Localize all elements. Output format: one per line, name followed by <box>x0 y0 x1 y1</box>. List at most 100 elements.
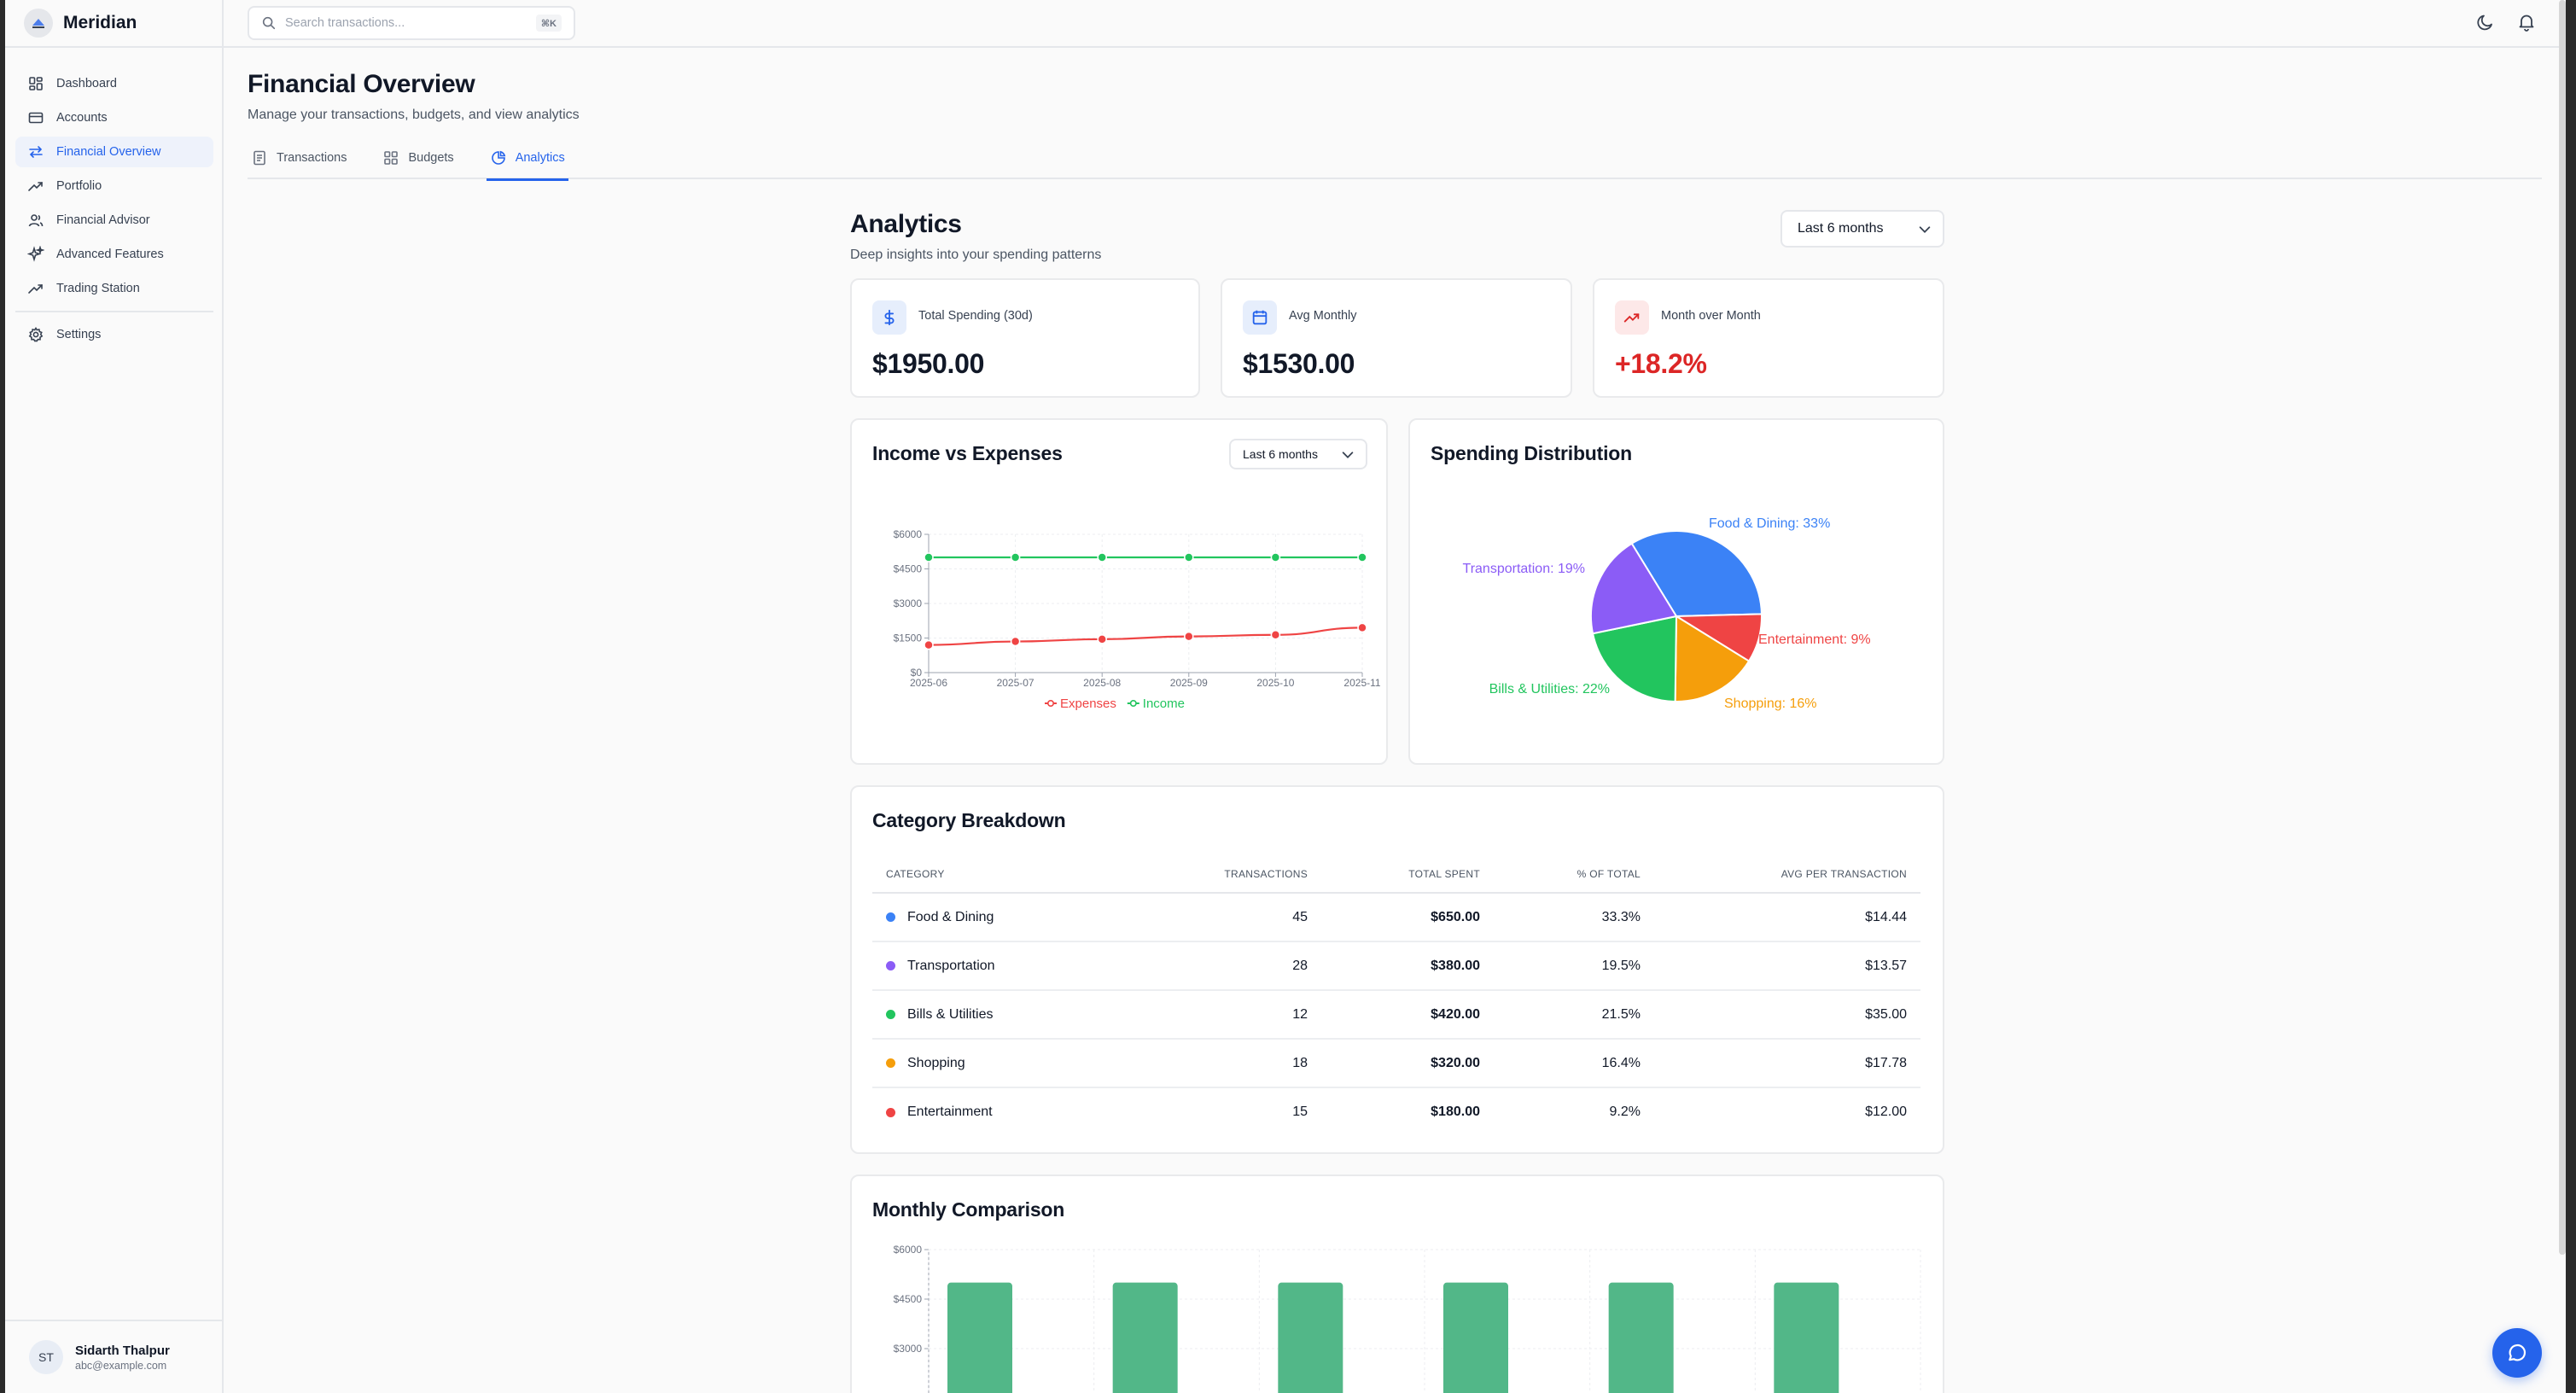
income-expenses-title: Income vs Expenses <box>872 442 1063 464</box>
bell-icon[interactable] <box>2516 12 2537 32</box>
data-point-income <box>1097 552 1107 562</box>
sidebar-item-trading-station[interactable]: Trading Station <box>15 273 213 304</box>
category-color-dot <box>886 1058 895 1068</box>
spending-distribution-title: Spending Distribution <box>1431 442 1632 464</box>
stat-card-total-spending: Total Spending (30d) $1950.00 <box>850 278 1200 398</box>
table-row: Entertainment 15 $180.00 9.2% $12.00 <box>872 1087 1920 1136</box>
data-point-income <box>924 552 934 562</box>
receipt-icon <box>254 150 265 166</box>
chat-button[interactable] <box>2492 1328 2542 1378</box>
sidebar-nav: Dashboard Accounts Financial Overview Po… <box>15 68 213 353</box>
income-expenses-card: Income vs Expenses Last 6 months $0 $1500… <box>850 418 1388 765</box>
tab-label: Transactions <box>277 151 347 165</box>
category-name: Bills & Utilities <box>907 1006 994 1022</box>
avg-per-transaction: $17.78 <box>1641 1039 1920 1088</box>
bar-income <box>1774 1282 1839 1393</box>
avg-per-transaction: $35.00 <box>1641 990 1920 1040</box>
bar-income <box>947 1282 1012 1393</box>
bar-income <box>1608 1282 1674 1393</box>
spending-distribution-card: Spending Distribution Food & Dining: 33%… <box>1408 418 1944 765</box>
sidebar-item-financial-overview[interactable]: Financial Overview <box>15 137 213 167</box>
analytics-subtitle: Deep insights into your spending pattern… <box>850 248 1102 262</box>
brand-name: Meridian <box>63 13 137 32</box>
column-header: Transactions <box>1128 855 1308 894</box>
calendar-icon <box>1243 300 1277 335</box>
data-point-expenses <box>1184 631 1194 642</box>
user-email: abc@example.com <box>75 1359 167 1372</box>
search-input[interactable] <box>285 16 541 30</box>
x-tick-label: 2025-08 <box>1083 677 1121 689</box>
trend-up-icon <box>28 182 43 191</box>
search-shortcut-badge: ⌘K <box>535 15 562 32</box>
page-subtitle: Manage your transactions, budgets, and v… <box>248 108 580 122</box>
transactions-count: 28 <box>1128 941 1308 991</box>
sidebar-item-settings[interactable]: Settings <box>15 319 213 350</box>
pie-label-bills-utilities: Bills & Utilities: 22% <box>1489 682 1610 696</box>
sidebar-item-label: Advanced Features <box>56 248 164 261</box>
income-period-select[interactable]: Last 6 months <box>1229 439 1367 469</box>
brand[interactable]: Meridian <box>5 0 222 48</box>
tab-label: Budgets <box>408 151 454 165</box>
table-header-row: Category Transactions Total Spent % of T… <box>872 855 1920 894</box>
users-icon <box>28 214 44 227</box>
y-tick-label: $3000 <box>894 597 923 609</box>
tab-analytics[interactable]: Analytics <box>486 137 568 181</box>
category-breakdown-title: Category Breakdown <box>872 809 1066 831</box>
user-profile[interactable]: ST Sidarth Thalpur abc@example.com <box>5 1320 222 1393</box>
transactions-count: 15 <box>1292 1104 1308 1119</box>
pie-slice-bills-utilities <box>1591 615 1678 703</box>
pie-label-transportation: Transportation: 19% <box>1463 562 1585 576</box>
tab-budgets[interactable]: Budgets <box>379 137 457 179</box>
trend-up-icon <box>28 284 43 294</box>
category-color-dot <box>886 1010 895 1019</box>
tab-transactions[interactable]: Transactions <box>248 137 350 179</box>
sidebar-item-financial-advisor[interactable]: Financial Advisor <box>15 205 213 236</box>
sidebar-item-accounts[interactable]: Accounts <box>15 102 213 133</box>
income-period-value: Last 6 months <box>1243 447 1318 461</box>
column-header: Avg per Transaction <box>1641 855 1920 894</box>
tab-label: Analytics <box>515 151 565 165</box>
percent-of-total: 21.5% <box>1480 990 1641 1040</box>
dashboard-grid-icon <box>29 77 43 90</box>
sidebar-item-label: Financial Advisor <box>56 213 150 227</box>
legend-swatch-marker <box>1047 699 1055 707</box>
y-tick-label: $4500 <box>894 563 923 575</box>
table-row: Bills & Utilities 12 $420.00 21.5% $35.00 <box>872 990 1920 1040</box>
sidebar-divider <box>15 311 213 312</box>
chat-bubble-icon <box>2509 1343 2526 1361</box>
sidebar-item-label: Trading Station <box>56 282 140 295</box>
pie-icon <box>491 150 505 165</box>
transactions-count: 12 <box>1128 990 1308 1040</box>
stat-value: $1530.00 <box>1243 348 1355 379</box>
chevron-down-icon <box>1342 452 1354 458</box>
category-name: Shopping <box>907 1055 965 1070</box>
sidebar-item-dashboard[interactable]: Dashboard <box>15 68 213 99</box>
page-scrollbar[interactable] <box>2559 0 2566 1255</box>
pie-label-entertainment: Entertainment: 9% <box>1758 632 1871 647</box>
table-row: Transportation 28 $380.00 19.5% $13.57 <box>872 941 1920 991</box>
column-header: Total Spent <box>1308 855 1480 894</box>
category-name: Transportation <box>907 958 995 973</box>
analytics-title: Analytics <box>850 210 962 238</box>
category-breakdown-table: Category Transactions Total Spent % of T… <box>872 855 1920 1136</box>
gear-icon <box>28 326 44 342</box>
x-tick-label: 2025-06 <box>910 677 947 689</box>
moon-icon[interactable] <box>2475 12 2496 32</box>
sidebar-item-portfolio[interactable]: Portfolio <box>15 171 213 201</box>
x-tick-label: 2025-10 <box>1256 677 1294 689</box>
search-box[interactable]: ⌘K <box>248 6 575 40</box>
total-spent: $320.00 <box>1308 1039 1480 1088</box>
bar-income <box>1278 1282 1343 1393</box>
sidebar-item-advanced-features[interactable]: Advanced Features <box>15 239 213 270</box>
category-name: Entertainment <box>907 1104 993 1119</box>
chevron-down-icon <box>1919 226 1931 233</box>
period-select[interactable]: Last 6 months <box>1780 210 1944 248</box>
period-select-value: Last 6 months <box>1798 221 1884 236</box>
sparkles-icon <box>27 246 44 262</box>
data-point-expenses <box>1097 634 1107 644</box>
y-tick-label: $0 <box>911 667 923 679</box>
y-tick-label: $3000 <box>894 1343 923 1355</box>
y-tick-label: $6000 <box>894 1244 923 1256</box>
data-point-expenses <box>1010 636 1021 647</box>
x-tick-label: 2025-07 <box>997 677 1034 689</box>
